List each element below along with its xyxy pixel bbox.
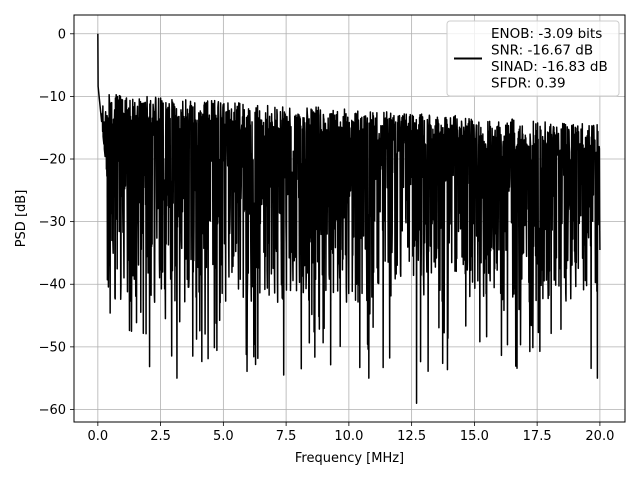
x-tick-label: 12.5 [397,429,426,444]
x-tick-label: 7.5 [276,429,297,444]
x-tick-label: 20.0 [585,429,614,444]
y-axis-label: PSD [dB] [14,190,29,248]
ticks: 0.0 2.5 5.0 7.5 10.0 12.5 15.0 17.5 20.0 0 −10 −20 −… [39,27,615,444]
x-tick-label: 10.0 [334,429,363,444]
y-tick-label: −40 [39,278,66,293]
y-tick-label: 0 [58,27,66,42]
axes-frame [73,14,626,423]
legend-box [446,20,620,97]
y-tick-label: −30 [39,215,66,230]
x-tick-label: 5.0 [213,429,234,444]
psd-series-line [97,33,601,404]
legend-sinad: SINAD: -16.83 dB [491,59,608,75]
series-layer [97,33,601,404]
legend-snr: SNR: -16.67 dB [491,43,593,59]
legend: ENOB: -3.09 bits SNR: -16.67 dB SINAD: -… [446,20,620,97]
y-tick-label: −50 [39,340,66,355]
legend-sfdr: SFDR: 0.39 [491,76,566,92]
y-tick-label: −10 [39,90,66,105]
x-axis-label: Frequency [MHz] [295,451,404,466]
legend-enob: ENOB: -3.09 bits [491,26,602,42]
x-tick-label: 17.5 [523,429,552,444]
x-tick-label: 0.0 [88,429,109,444]
x-tick-label: 15.0 [460,429,489,444]
y-tick-label: −20 [39,153,66,168]
y-tick-label: −60 [39,403,66,418]
x-tick-label: 2.5 [150,429,171,444]
